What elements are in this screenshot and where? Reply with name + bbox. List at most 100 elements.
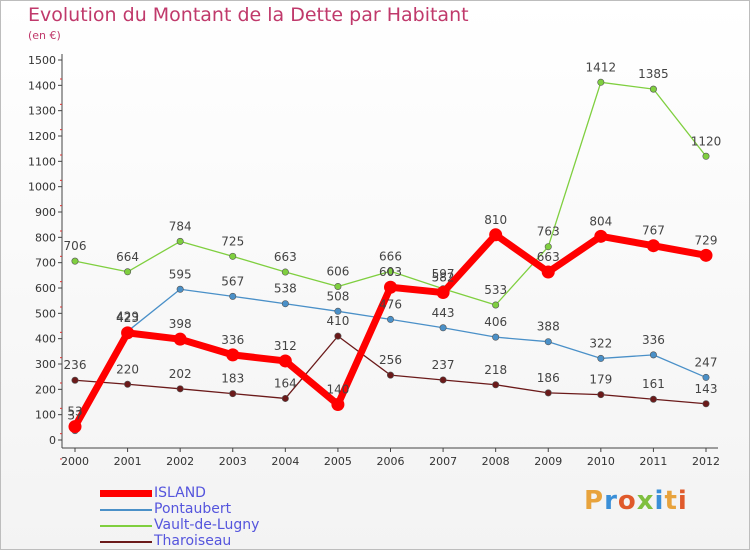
data-label-island: 804: [589, 214, 612, 228]
data-label-vault-de-lugny: 597: [432, 267, 455, 281]
data-label-tharoiseau: 256: [379, 353, 402, 367]
x-tick-label: 2000: [61, 455, 89, 468]
data-point-pontaubert: [281, 300, 289, 308]
y-tick-label: 1500: [28, 54, 56, 67]
x-tick-label: 2012: [692, 455, 720, 468]
x-tick-label: 2007: [429, 455, 457, 468]
y-tick-label: 1400: [28, 79, 56, 92]
data-label-tharoiseau: 164: [274, 376, 297, 390]
data-point-island: [68, 420, 82, 434]
data-point-tharoiseau: [492, 381, 500, 389]
data-point-vault-de-lugny: [702, 152, 710, 160]
x-tick-label: 2011: [639, 455, 667, 468]
x-tick-label: 2003: [219, 455, 247, 468]
data-point-island: [173, 332, 187, 346]
data-point-island: [436, 286, 450, 300]
data-label-island: 603: [379, 265, 402, 279]
chart-unit-label: (en €): [28, 29, 61, 42]
data-label-island: 398: [169, 317, 192, 331]
data-point-pontaubert: [229, 292, 237, 300]
data-label-island: 53: [67, 405, 82, 419]
data-point-tharoiseau: [334, 332, 342, 340]
x-tick-label: 2005: [324, 455, 352, 468]
data-point-tharoiseau: [176, 385, 184, 393]
data-label-vault-de-lugny: 1412: [586, 60, 617, 74]
data-label-pontaubert: 406: [484, 315, 507, 329]
data-point-tharoiseau: [386, 371, 394, 379]
data-label-tharoiseau: 237: [432, 358, 455, 372]
y-tick-label: 800: [35, 231, 56, 244]
data-label-tharoiseau: 236: [64, 358, 87, 372]
data-point-island: [331, 398, 345, 412]
data-point-vault-de-lugny: [649, 85, 657, 93]
y-tick-label: 0: [49, 434, 56, 447]
data-label-tharoiseau: 218: [484, 363, 507, 377]
data-label-island: 810: [484, 213, 507, 227]
x-tick-label: 2002: [166, 455, 194, 468]
data-label-tharoiseau: 220: [116, 362, 139, 376]
legend-item-pontaubert: Pontaubert: [100, 501, 360, 517]
data-label-vault-de-lugny: 763: [537, 225, 560, 239]
data-point-pontaubert: [439, 324, 447, 332]
legend-swatch: [100, 509, 152, 511]
y-tick-label: 200: [35, 383, 56, 396]
y-tick-label: 1300: [28, 105, 56, 118]
x-tick-label: 2010: [587, 455, 615, 468]
data-point-vault-de-lugny: [334, 282, 342, 290]
data-label-island: 582: [432, 271, 455, 285]
data-point-island: [594, 229, 608, 243]
data-label-pontaubert: 508: [326, 289, 349, 303]
data-point-vault-de-lugny: [124, 268, 132, 276]
data-point-vault-de-lugny: [281, 268, 289, 276]
legend-swatch: [100, 541, 152, 543]
data-label-island: 140: [326, 383, 349, 397]
legend-item-island: ISLAND: [100, 485, 360, 501]
y-tick-label: 900: [35, 206, 56, 219]
data-point-island: [541, 265, 555, 279]
data-point-vault-de-lugny: [597, 78, 605, 86]
y-tick-label: 1100: [28, 155, 56, 168]
data-point-island: [489, 228, 503, 242]
data-point-tharoiseau: [649, 395, 657, 403]
data-point-island: [699, 248, 713, 262]
data-label-pontaubert: 388: [537, 320, 560, 334]
x-tick-label: 2006: [377, 455, 405, 468]
data-point-tharoiseau: [597, 391, 605, 399]
data-point-tharoiseau: [229, 390, 237, 398]
data-point-pontaubert: [597, 354, 605, 362]
proxiti-logo: Proxiti: [584, 486, 688, 516]
legend-label: ISLAND: [154, 485, 206, 501]
legend-label: Pontaubert: [154, 501, 232, 517]
chart-axes: 0 100 200 300 400 500 600 700 800 900 1000 1100 1200…: [28, 54, 720, 468]
data-label-tharoiseau: 143: [695, 382, 718, 396]
data-label-pontaubert: 538: [274, 282, 297, 296]
data-label-tharoiseau: 410: [326, 314, 349, 328]
data-label-island: 312: [274, 339, 297, 353]
data-point-tharoiseau: [124, 380, 132, 388]
data-point-pontaubert: [386, 315, 394, 323]
data-label-vault-de-lugny: 784: [169, 219, 192, 233]
data-label-tharoiseau: 179: [589, 373, 612, 387]
data-label-vault-de-lugny: 533: [484, 283, 507, 297]
data-point-vault-de-lugny: [492, 301, 500, 309]
data-label-vault-de-lugny: 1385: [638, 67, 669, 81]
legend-label: Tharoiseau: [154, 533, 232, 549]
data-label-pontaubert: 443: [432, 306, 455, 320]
data-label-island: 336: [221, 333, 244, 347]
data-point-island: [278, 354, 292, 368]
data-point-tharoiseau: [439, 376, 447, 384]
x-tick-label: 2009: [534, 455, 562, 468]
legend-swatch: [100, 525, 152, 527]
y-tick-label: 600: [35, 282, 56, 295]
data-label-vault-de-lugny: 666: [379, 249, 402, 263]
chart-legend: ISLAND Pontaubert Vault-de-Lugny Tharoiseau: [100, 485, 360, 549]
data-point-vault-de-lugny: [71, 257, 79, 265]
legend-label: Vault-de-Lugny: [154, 517, 260, 533]
data-label-pontaubert: 595: [169, 267, 192, 281]
y-tick-label: 1000: [28, 181, 56, 194]
y-tick-label: 400: [35, 333, 56, 346]
data-label-vault-de-lugny: 725: [221, 234, 244, 248]
data-label-tharoiseau: 186: [537, 371, 560, 385]
